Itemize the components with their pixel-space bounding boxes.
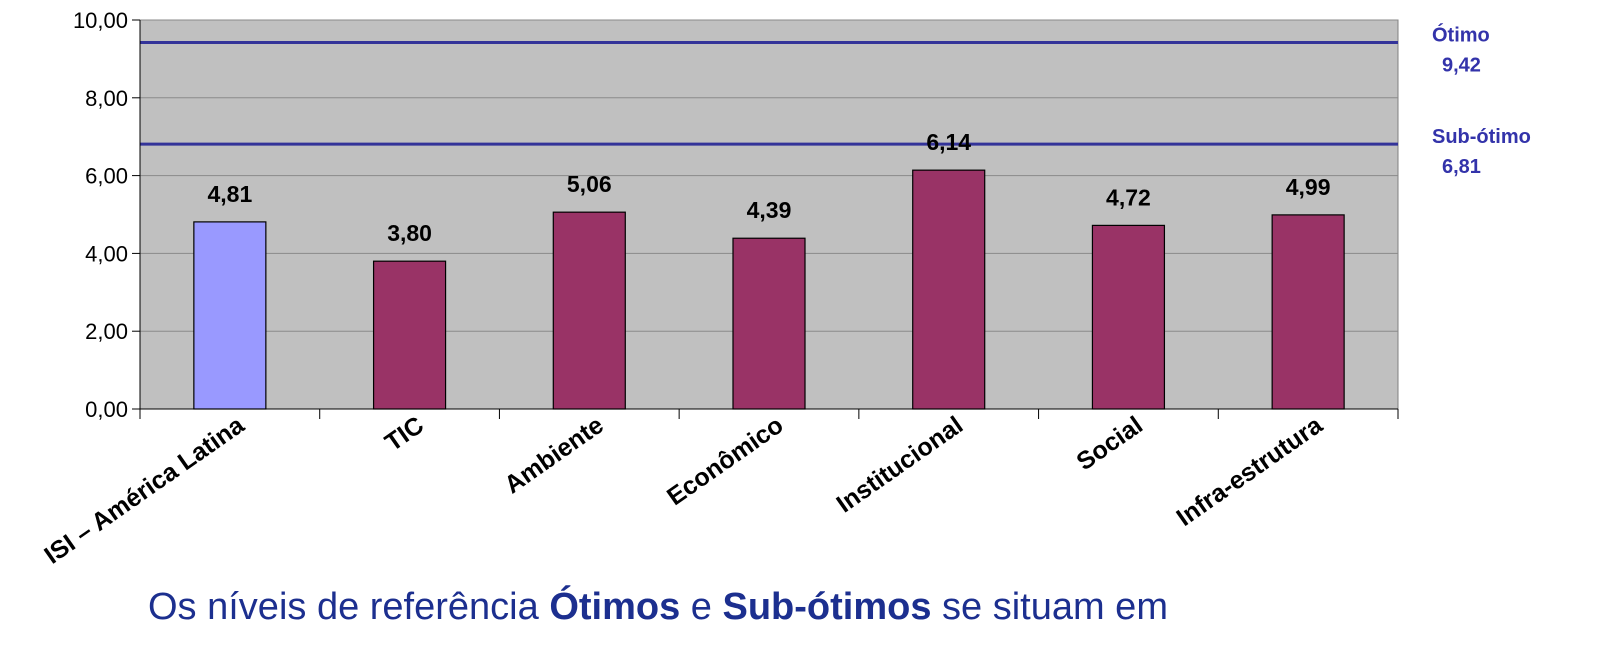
caption-bold-1: Ótimos [549,586,681,628]
value-label: 4,72 [1106,184,1151,210]
y-tick-label: 0,00 [85,397,128,422]
caption-text-3: se situam em [931,586,1168,628]
bars [193,169,1345,410]
reference-name: Ótimo [1432,23,1490,47]
bar [1091,224,1166,410]
caption-text-2: e [680,586,723,628]
bar [912,169,986,410]
reference-value: 6,81 [1442,156,1481,178]
value-label: 4,99 [1286,174,1331,200]
y-tick-label: 8,00 [85,86,128,111]
category-label: Infra-estrutura [1172,410,1329,532]
bar [193,221,267,410]
category-label: Ambiente [499,411,608,499]
category-label: TIC [380,411,429,457]
category-label: ISI – América Latina [39,410,250,569]
y-tick-label: 6,00 [85,164,128,189]
axes [132,19,1399,419]
value-label: 4,39 [747,197,792,223]
bar [372,260,447,410]
value-label: 3,80 [387,220,432,246]
category-label: Institucional [831,411,968,518]
category-label: Social [1071,411,1147,476]
bar [732,237,806,410]
reference-value: 9,42 [1442,55,1481,77]
category-labels: ISI – América Latina TIC Ambiente Econômico… [39,410,1328,569]
value-labels: 4,81 3,80 5,06 4,39 6,14 4,72 4,99 [207,129,1330,246]
caption-bold-2: Sub-ótimos [722,586,932,628]
y-tick-labels: 0,00 2,00 4,00 6,00 8,00 10,00 [73,8,128,422]
reference-labels: Ótimo 9,42 Sub-ótimo 6,81 [1432,23,1531,179]
caption: Os níveis de referência Ótimos e Sub-óti… [148,586,1168,629]
y-tick-label: 2,00 [85,319,128,344]
reference-lines [140,41,1398,146]
caption-text-1: Os níveis de referência [148,586,550,628]
value-label: 6,14 [926,129,971,155]
bar [552,211,626,410]
bar [1271,214,1345,410]
value-label: 5,06 [567,171,612,197]
category-label: Econômico [662,411,788,511]
reference-name: Sub-ótimo [1432,126,1531,148]
y-tick-label: 10,00 [73,8,128,33]
y-tick-label: 4,00 [85,241,128,266]
value-label: 4,81 [207,181,252,207]
